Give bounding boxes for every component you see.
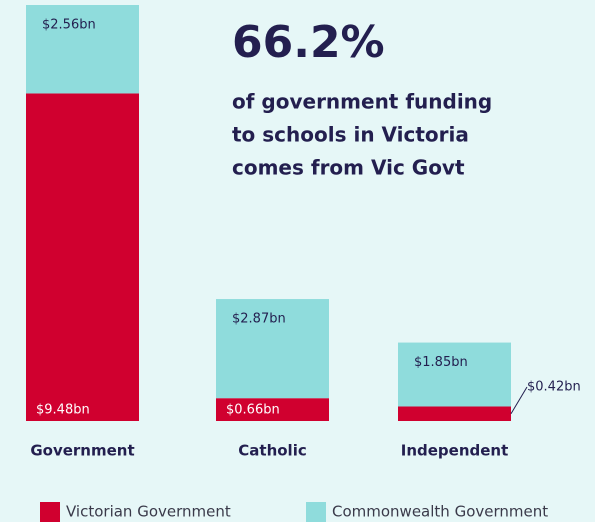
annotation: of government funding bbox=[232, 90, 492, 114]
annotation: to schools in Victoria bbox=[232, 123, 469, 147]
value-label: $1.85bn bbox=[414, 355, 468, 370]
value-label: $0.66bn bbox=[226, 403, 280, 418]
bar-segment bbox=[398, 342, 511, 407]
leader-line bbox=[510, 386, 528, 415]
x-tick-label: Government bbox=[30, 442, 134, 460]
value-label: $2.87bn bbox=[232, 312, 286, 327]
x-tick-label: Catholic bbox=[238, 442, 306, 460]
bar-segment bbox=[398, 406, 511, 421]
bar-segment bbox=[26, 93, 139, 421]
bar-segment bbox=[26, 5, 139, 94]
x-tick-label: Independent bbox=[401, 442, 509, 460]
legend-label: Commonwealth Government bbox=[332, 503, 548, 521]
legend-label: Victorian Government bbox=[66, 503, 231, 521]
annotation: comes from Vic Govt bbox=[232, 156, 465, 180]
value-label: $0.42bn bbox=[527, 380, 581, 395]
bar-segment bbox=[216, 398, 329, 421]
legend-swatch bbox=[40, 502, 60, 522]
bar-segment bbox=[216, 299, 329, 399]
value-label: $2.56bn bbox=[42, 18, 96, 33]
legend-swatch bbox=[306, 502, 326, 522]
headline: 66.2% bbox=[232, 17, 385, 68]
value-label: $9.48bn bbox=[36, 403, 90, 418]
